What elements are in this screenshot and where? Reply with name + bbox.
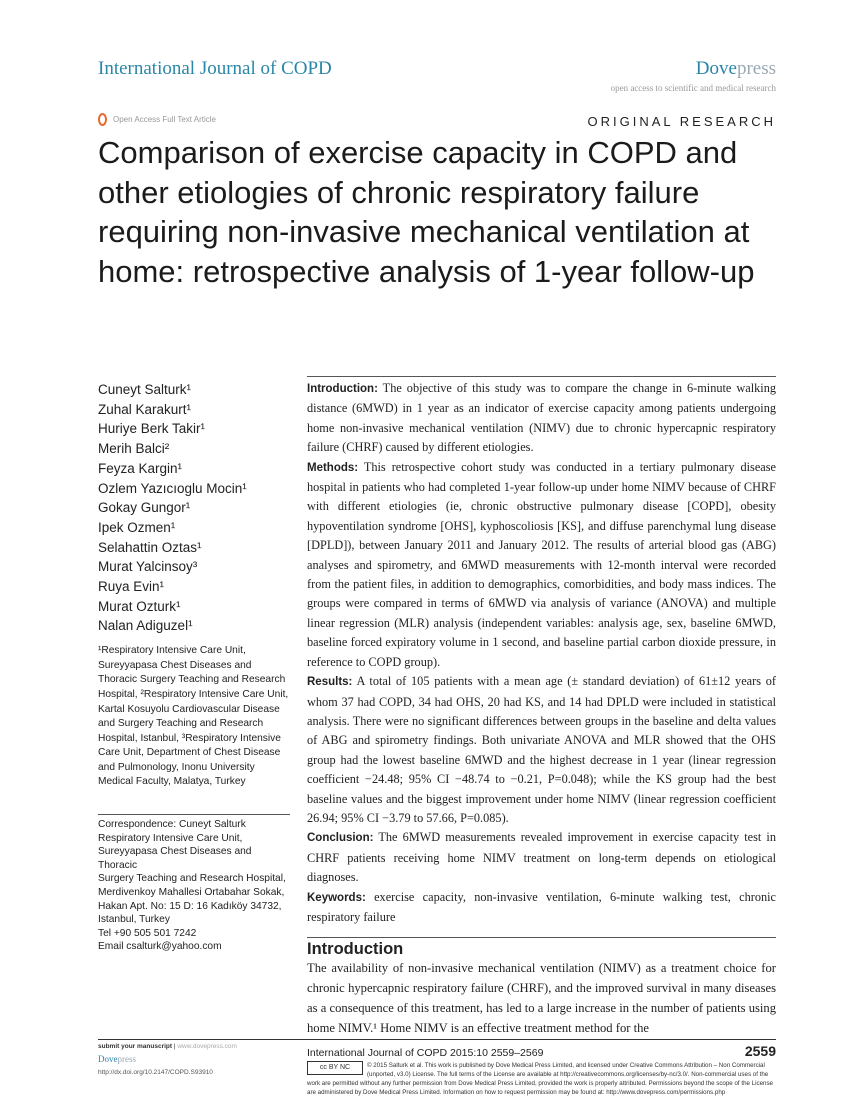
article-title: Comparison of exercise capacity in COPD … — [98, 135, 755, 289]
author: Feyza Kargin¹ — [98, 460, 183, 476]
abstract-introduction: Introduction: The objective of this stud… — [307, 381, 776, 455]
author: Merih Balci² — [98, 441, 170, 457]
author-list: Cuneyt Salturk¹ Zuhal Karakurt¹ Huriye B… — [98, 380, 290, 636]
publisher-logo: Dovepress — [695, 58, 776, 79]
page-footer: submit your manuscript | www.dovepress.c… — [98, 1038, 776, 1104]
abstract-keywords: Keywords: exercise capacity, non-invasiv… — [307, 889, 776, 924]
right-column: Introduction: The objective of this stud… — [307, 376, 776, 1039]
article-type: ORIGINAL RESEARCH — [587, 114, 776, 129]
doi-link[interactable]: http://dx.doi.org/10.2147/COPD.S93910 — [98, 1068, 213, 1076]
introduction-text: The availability of non-invasive mechani… — [307, 961, 776, 1035]
correspondence: Correspondence: Cuneyt Salturk Respirato… — [98, 814, 290, 954]
creative-commons-icon[interactable]: cc BY NC — [307, 1060, 363, 1075]
abstract: Introduction: The objective of this stud… — [307, 376, 776, 927]
footer-right: International Journal of COPD 2015:10 25… — [307, 1043, 776, 1098]
author: Cuneyt Salturk¹ — [98, 382, 192, 397]
affiliations: ¹Respiratory Intensive Care Unit, Sureyy… — [98, 645, 289, 788]
open-access-lock-icon — [98, 113, 107, 126]
email-link[interactable]: Email csalturk@yahoo.com — [98, 941, 222, 953]
article-header: International Journal of COPD Dovepress … — [0, 0, 850, 376]
abstract-methods: Methods: This retrospective cohort study… — [307, 459, 776, 669]
citation-row: International Journal of COPD 2015:10 25… — [307, 1043, 776, 1059]
author: Ruya Evin¹ — [98, 579, 165, 595]
footer-left: submit your manuscript | www.dovepress.c… — [98, 1043, 290, 1098]
abstract-conclusion: Conclusion: The 6MWD measurements reveal… — [307, 830, 776, 885]
page-number: 2559 — [744, 1042, 776, 1059]
article-body: Cuneyt Salturk¹ Zuhal Karakurt¹ Huriye B… — [98, 376, 776, 1039]
citation: International Journal of COPD 2015:10 25… — [307, 1046, 544, 1059]
author: Zuhal Karakurt¹ — [98, 401, 192, 417]
publisher-tagline: open access to scientific and medical re… — [610, 83, 776, 93]
author: Gokay Gungor¹ — [98, 500, 191, 516]
submit-manuscript[interactable]: submit your manuscript | www.dovepress.c… — [98, 1042, 237, 1050]
footer-publisher-logo: Dovepress — [98, 1053, 136, 1064]
journal-name: International Journal of COPD — [98, 58, 332, 79]
author: Nalan Adiguzel¹ — [98, 618, 193, 634]
license-text: © 2015 Salturk et al. This work is publi… — [307, 1061, 773, 1097]
author: Murat Yalcinsoy³ — [98, 559, 198, 575]
abstract-results: Results: A total of 105 patients with a … — [307, 674, 776, 825]
section-heading: Introduction — [307, 937, 776, 959]
author: Ozlem Yazıcıoglu Mocin¹ — [98, 480, 247, 496]
author: Ipek Ozmen¹ — [98, 519, 176, 535]
license-block: cc BY NC © 2015 Salturk et al. This work… — [307, 1060, 776, 1098]
open-access-label: Open Access Full Text Article — [98, 113, 216, 126]
author: Selahattin Oztas¹ — [98, 539, 202, 555]
left-column: Cuneyt Salturk¹ Zuhal Karakurt¹ Huriye B… — [98, 376, 290, 1039]
author: Huriye Berk Takir¹ — [98, 421, 206, 437]
author: Murat Ozturk¹ — [98, 598, 181, 614]
